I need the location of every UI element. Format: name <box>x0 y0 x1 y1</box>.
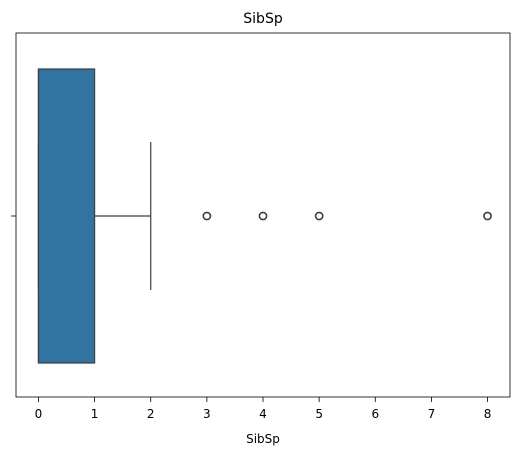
x-tick-label: 1 <box>91 407 99 421</box>
x-tick-label: 0 <box>35 407 43 421</box>
outlier-point <box>484 212 491 219</box>
x-tick-label: 3 <box>203 407 211 421</box>
x-axis: 0 1 2 3 4 5 6 7 8 <box>35 397 492 421</box>
chart-title: SibSp <box>243 11 283 27</box>
x-tick-label: 2 <box>147 407 155 421</box>
x-tick-label: 6 <box>371 407 379 421</box>
x-tick-label: 5 <box>315 407 323 421</box>
chart-marks <box>38 69 491 363</box>
outlier-point <box>259 212 266 219</box>
x-tick-label: 4 <box>259 407 267 421</box>
iqr-box <box>38 69 94 363</box>
x-tick-label: 8 <box>484 407 492 421</box>
x-tick-label: 7 <box>428 407 436 421</box>
x-axis-label: SibSp <box>246 432 280 446</box>
outlier-point <box>203 212 210 219</box>
outlier-point <box>316 212 323 219</box>
